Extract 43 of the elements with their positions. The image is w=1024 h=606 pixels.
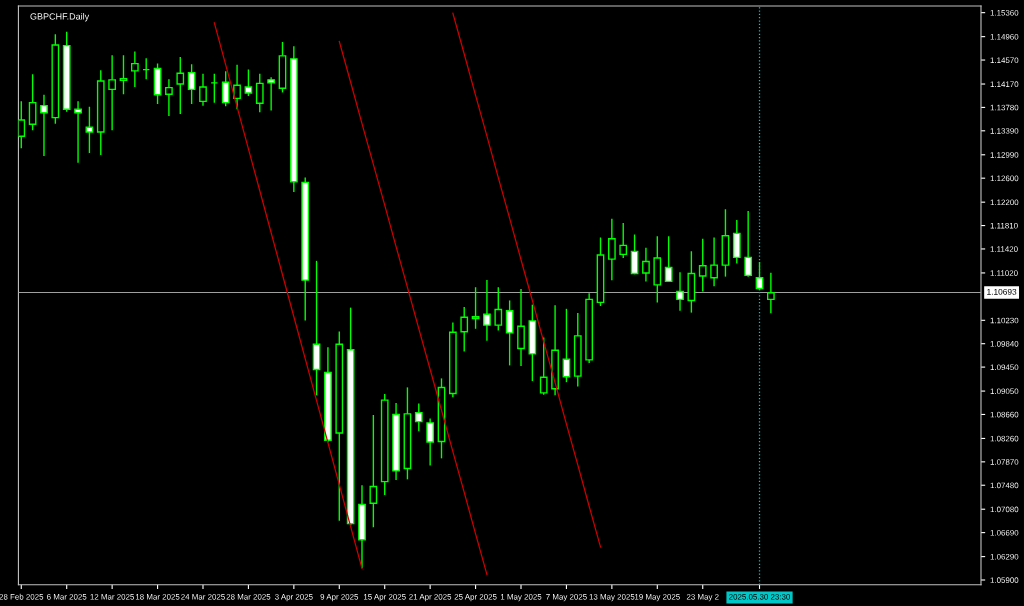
candlestick: [18, 101, 26, 149]
candlestick: [471, 287, 480, 329]
line-series: [338, 40, 488, 576]
candlestick: [732, 220, 741, 264]
text: GBPCHF.Daily: [30, 13, 90, 22]
line-series: [213, 22, 363, 570]
candlestick: [187, 64, 196, 104]
candlestick: [483, 280, 491, 341]
candlestick: [244, 69, 253, 97]
candlestick: [517, 289, 525, 366]
candlestick: [767, 272, 775, 314]
candlestick: [460, 307, 469, 352]
candlestick: [676, 272, 684, 311]
candlestick: [233, 64, 241, 110]
candlestick: [494, 287, 503, 331]
candlestick: [414, 403, 423, 432]
candlestick: [199, 73, 207, 106]
candlestick: [607, 218, 616, 281]
candlestick: [119, 55, 128, 95]
candlestick: [85, 106, 94, 154]
ref-line-label: 1.10693: [987, 288, 1017, 295]
candlestick: [28, 74, 37, 131]
candlestick: [505, 300, 514, 366]
candlestick: [698, 238, 707, 292]
candlestick: [130, 51, 139, 88]
candlestick: [664, 236, 673, 283]
candlestick: [619, 223, 628, 259]
line-series: [452, 12, 602, 548]
candlestick: [165, 79, 173, 116]
candlestick: [176, 56, 185, 115]
candlestick: [642, 247, 650, 282]
candlestick: [255, 73, 264, 113]
candlestick: [267, 77, 276, 111]
candlestick: [755, 262, 764, 291]
candlestick: [710, 237, 718, 287]
candlestick: [74, 101, 82, 163]
candlestick: [369, 414, 378, 528]
candlestick: [40, 94, 48, 157]
candlestick: [426, 418, 435, 466]
candlestick: [744, 211, 753, 277]
candlestick: [221, 71, 230, 107]
candlestick: [108, 55, 117, 131]
candlestick: [539, 337, 548, 395]
